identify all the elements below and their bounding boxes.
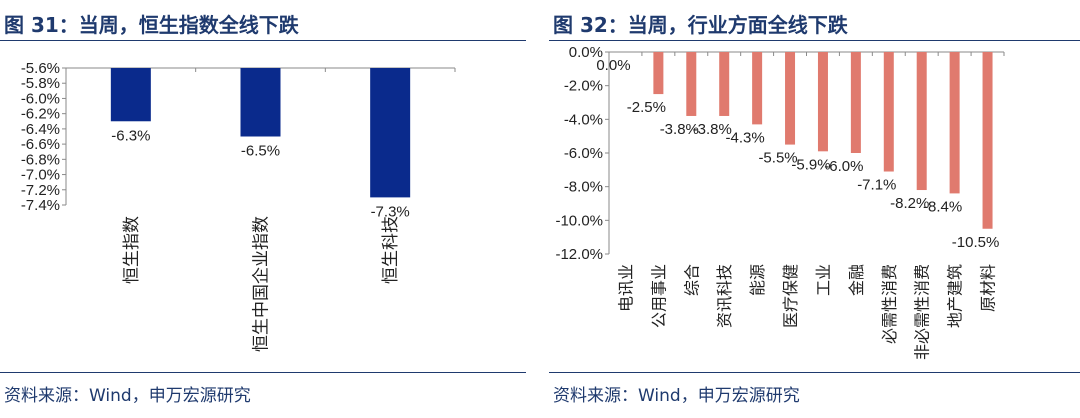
y-tick-label: -8.0% — [564, 179, 603, 196]
data-label: -6.3% — [111, 127, 150, 144]
figure-32-bottom-rule — [549, 372, 1080, 373]
bar — [982, 52, 993, 229]
y-tick-label: -10.0% — [555, 212, 603, 229]
y-tick-label: -5.8% — [21, 75, 60, 92]
data-label: -7.1% — [857, 177, 896, 194]
category-label: 非必需性消费 — [914, 264, 932, 360]
data-label: 0.0% — [596, 57, 630, 74]
bar — [916, 52, 927, 191]
data-label: -7.3% — [371, 203, 410, 220]
bar — [653, 52, 664, 95]
figure-32-panel: 图 32：当周，行业方面全线下跌 0.0% -2.0% -4.0% -6.0% -8.0… — [549, 0, 1080, 418]
category-label: 能源 — [749, 264, 767, 296]
data-label: -5.5% — [758, 150, 797, 167]
figure-32-source: 资料来源：Wind，申万宏源研究 — [553, 386, 800, 406]
category-label: 工业 — [815, 264, 833, 296]
y-tick-label: -6.4% — [21, 121, 60, 138]
category-label: 原材料 — [980, 264, 998, 312]
y-tick-label: 0.0% — [569, 44, 603, 61]
figure-31-source: 资料来源：Wind，申万宏源研究 — [4, 386, 251, 406]
data-label: -8.2% — [890, 195, 929, 212]
y-tick-label: -6.2% — [21, 106, 60, 123]
figure-31-bottom-rule — [0, 372, 526, 373]
y-tick-label: -6.0% — [21, 90, 60, 107]
data-label: -8.4% — [923, 198, 962, 215]
bar — [686, 52, 697, 116]
bar — [785, 52, 796, 145]
y-tick-label: -7.4% — [21, 197, 60, 214]
bar — [719, 52, 730, 116]
bar — [883, 52, 894, 172]
data-label: -3.8% — [660, 121, 699, 138]
bar — [240, 68, 281, 137]
category-label: 必需性消费 — [881, 264, 899, 344]
category-label: 恒生指数 — [122, 216, 141, 284]
y-tick-label: -6.0% — [564, 145, 603, 162]
figure-31-title: 图 31：当周，恒生指数全线下跌 — [4, 13, 299, 37]
y-tick-label: -4.0% — [564, 111, 603, 128]
hang-seng-index-bar-chart: -5.6%-5.8%-6.0%-6.2%-6.4%-6.6%-6.8%-7.0%… — [21, 60, 456, 352]
sector-bar-chart: 0.0% -2.0% -4.0% -6.0% -8.0% -10.0% -12.0% 0.0%… — [555, 44, 1005, 360]
bar — [817, 52, 828, 152]
y-tick-label: -7.0% — [21, 167, 60, 184]
figure-31-panel: 图 31：当周，恒生指数全线下跌 -5.6% -5.8% -6.0% -6.2% -6.… — [0, 0, 526, 418]
category-label: 资讯科技 — [716, 264, 734, 328]
category-label: 恒生中国企业指数 — [252, 216, 271, 352]
y-tick-label: -12.0% — [555, 246, 603, 263]
bar — [752, 52, 763, 125]
bar — [370, 68, 411, 198]
data-label: -6.5% — [241, 143, 280, 160]
category-label: 地产建筑 — [947, 264, 965, 328]
bar — [949, 52, 960, 194]
figure-32-title: 图 32：当周，行业方面全线下跌 — [553, 13, 848, 37]
category-label: 公用事业 — [650, 264, 668, 328]
category-label: 金融 — [848, 264, 866, 296]
data-label: -6.0% — [824, 158, 863, 175]
category-label: 电讯业 — [617, 264, 635, 312]
data-label: -5.9% — [791, 156, 830, 173]
bar — [110, 68, 151, 122]
data-label: -10.5% — [952, 234, 1000, 251]
y-tick-label: -2.0% — [564, 78, 603, 95]
figure-32-top-rule — [549, 40, 1080, 41]
category-label: 恒生科技 — [381, 216, 400, 284]
y-tick-label: -6.6% — [21, 136, 60, 153]
y-tick-label: -6.8% — [21, 151, 60, 168]
data-label: -2.5% — [627, 99, 666, 116]
bar — [850, 52, 861, 153]
category-label: 医疗保健 — [782, 264, 800, 328]
y-tick-label: -5.6% — [21, 60, 60, 77]
y-tick-label: -7.2% — [21, 182, 60, 199]
figure-31-top-rule — [0, 40, 526, 41]
category-label: 综合 — [683, 264, 701, 296]
data-label: -4.3% — [726, 129, 765, 146]
data-label: -3.8% — [693, 121, 732, 138]
